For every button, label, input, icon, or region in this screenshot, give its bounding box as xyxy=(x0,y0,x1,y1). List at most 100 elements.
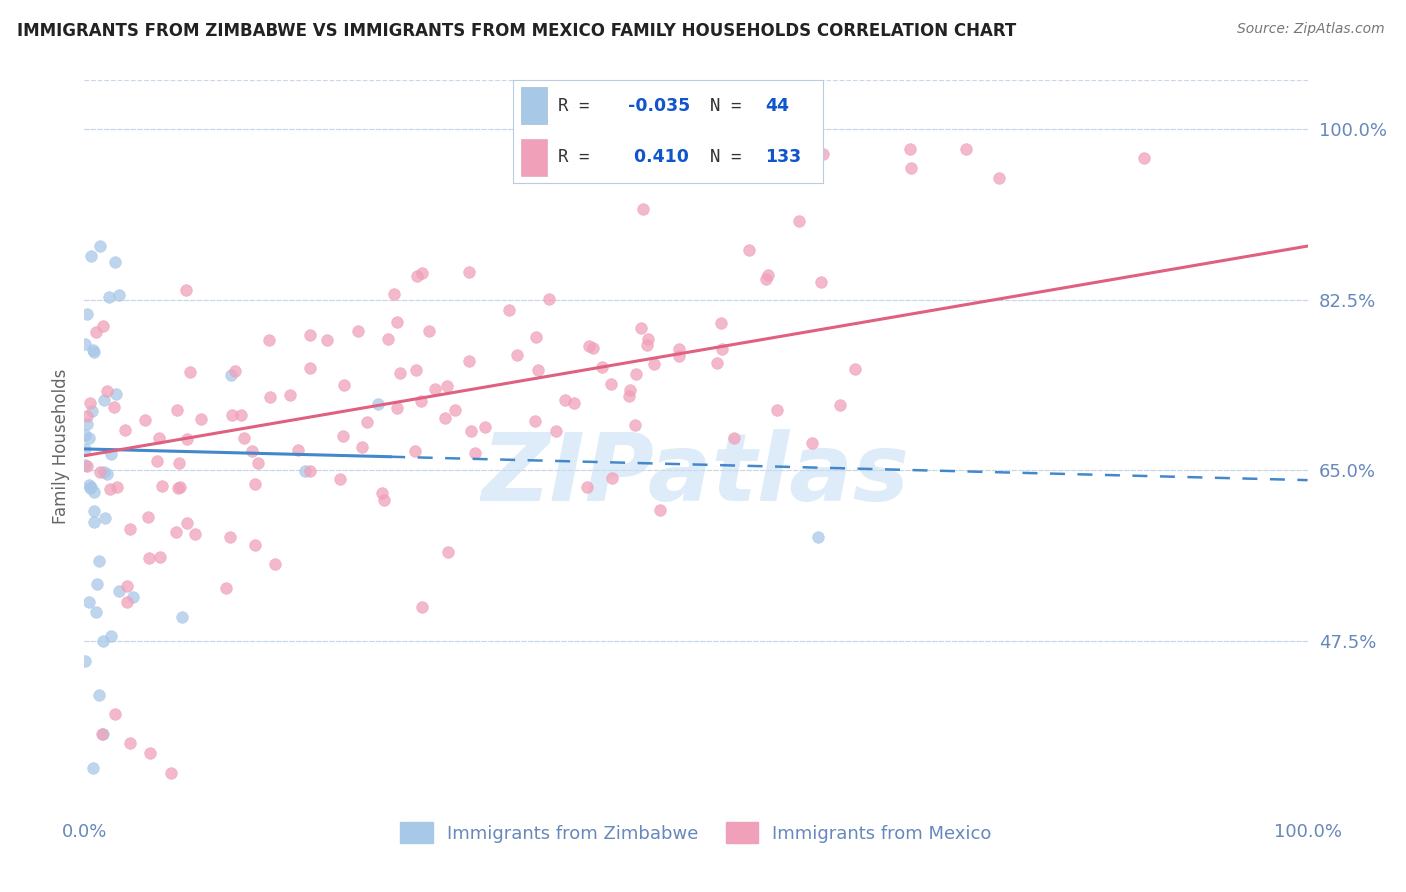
Point xyxy=(160,765,183,780)
Point xyxy=(423,382,446,396)
Point xyxy=(668,342,690,356)
Point xyxy=(169,480,191,494)
Point xyxy=(149,549,172,564)
Point xyxy=(898,142,921,156)
Point xyxy=(537,292,560,306)
FancyBboxPatch shape xyxy=(520,139,547,176)
Point xyxy=(97,290,120,304)
Point xyxy=(406,268,429,283)
Point xyxy=(118,736,141,750)
Point xyxy=(167,481,190,495)
Point xyxy=(373,493,395,508)
Point xyxy=(134,413,156,427)
Point xyxy=(433,410,456,425)
Point xyxy=(86,605,108,619)
Point xyxy=(389,366,412,380)
Point xyxy=(75,654,97,668)
Point xyxy=(174,283,197,297)
Point xyxy=(139,746,162,760)
Point xyxy=(562,396,585,410)
Point xyxy=(150,479,173,493)
Text: ZIPatlas: ZIPatlas xyxy=(482,429,910,521)
Point xyxy=(737,244,759,258)
Point xyxy=(86,576,108,591)
Point xyxy=(215,581,238,595)
Point xyxy=(73,427,96,442)
Point xyxy=(73,458,96,472)
Point xyxy=(176,433,198,447)
Text: IMMIGRANTS FROM ZIMBABWE VS IMMIGRANTS FROM MEXICO FAMILY HOUSEHOLDS CORRELATION: IMMIGRANTS FROM ZIMBABWE VS IMMIGRANTS F… xyxy=(17,22,1017,40)
Point xyxy=(105,387,128,401)
Point xyxy=(96,384,118,398)
Point xyxy=(91,319,114,334)
Point xyxy=(591,359,613,374)
Point xyxy=(600,377,623,392)
Y-axis label: Family Households: Family Households xyxy=(52,368,70,524)
Point xyxy=(405,363,427,377)
Point xyxy=(87,554,110,568)
Point xyxy=(332,429,354,443)
Point xyxy=(91,727,114,741)
Point xyxy=(176,516,198,530)
Point xyxy=(245,477,267,491)
Point xyxy=(685,147,707,161)
Point xyxy=(118,522,141,536)
Point xyxy=(367,397,389,411)
Point xyxy=(527,363,550,377)
Point xyxy=(94,511,117,525)
Point xyxy=(600,471,623,485)
Point xyxy=(387,315,409,329)
Point xyxy=(329,472,352,486)
Point xyxy=(80,249,103,263)
Point xyxy=(766,402,789,417)
Text: 133: 133 xyxy=(765,148,801,166)
Point xyxy=(356,415,378,429)
Point xyxy=(83,515,105,529)
Point xyxy=(108,288,131,302)
Point xyxy=(184,527,207,541)
Point xyxy=(114,423,136,437)
Point xyxy=(371,486,394,500)
Legend: Immigrants from Zimbabwe, Immigrants from Mexico: Immigrants from Zimbabwe, Immigrants fro… xyxy=(392,815,1000,850)
Point xyxy=(830,398,852,412)
Point xyxy=(264,557,287,571)
Point xyxy=(76,409,98,423)
Point xyxy=(988,170,1011,185)
Point xyxy=(900,161,922,175)
Point xyxy=(578,338,600,352)
Point xyxy=(619,383,641,397)
Point xyxy=(298,361,321,376)
Point xyxy=(115,594,138,608)
Point xyxy=(709,316,731,330)
Point xyxy=(221,408,243,422)
Point xyxy=(298,327,321,342)
Point xyxy=(87,688,110,702)
Point xyxy=(636,338,658,352)
Point xyxy=(844,362,866,376)
Point xyxy=(787,214,810,228)
Point xyxy=(807,530,830,544)
Point xyxy=(624,418,647,433)
Point xyxy=(506,348,529,362)
Text: 0.410: 0.410 xyxy=(627,148,689,166)
Point xyxy=(524,414,547,428)
Point xyxy=(350,440,373,454)
Point xyxy=(146,454,169,468)
Point xyxy=(631,202,654,217)
FancyBboxPatch shape xyxy=(520,87,547,124)
Point xyxy=(443,402,465,417)
Point xyxy=(122,590,145,604)
Point xyxy=(643,357,665,371)
Point xyxy=(90,727,112,741)
Point xyxy=(167,456,190,470)
Point xyxy=(100,629,122,643)
Point xyxy=(637,332,659,346)
Point xyxy=(418,324,440,338)
Point xyxy=(103,401,125,415)
Point xyxy=(333,377,356,392)
Point xyxy=(104,254,127,268)
Point xyxy=(232,431,254,445)
Point xyxy=(96,467,118,481)
Point xyxy=(457,354,479,368)
Point xyxy=(179,365,201,379)
